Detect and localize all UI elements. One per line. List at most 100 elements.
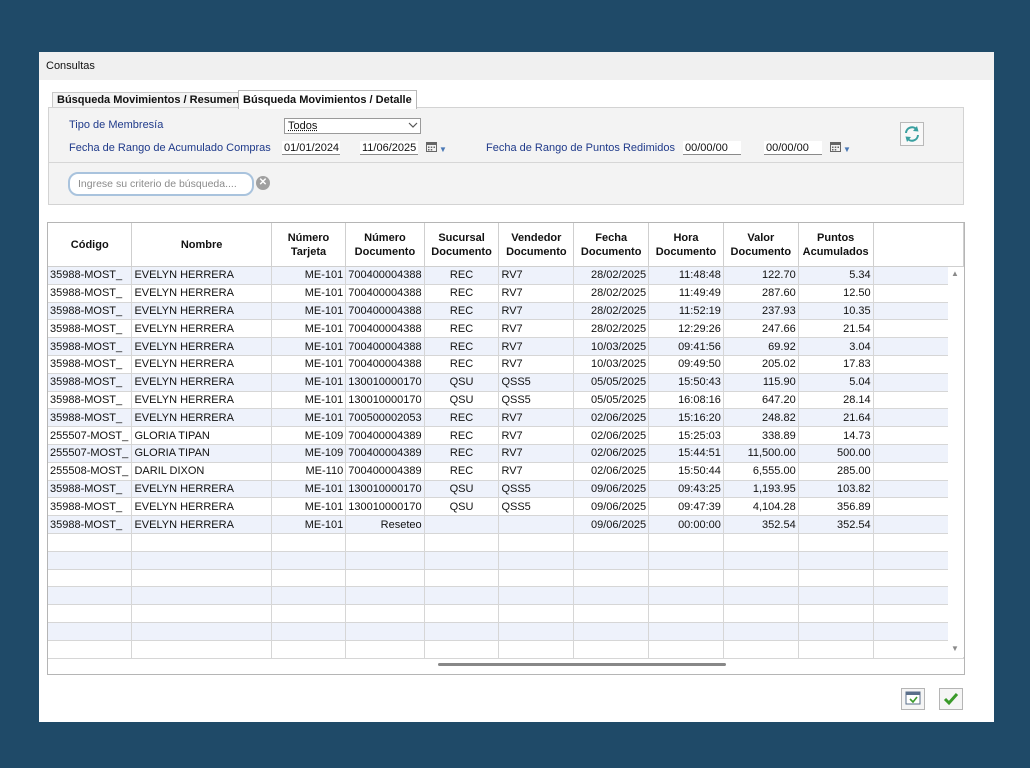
table-cell: EVELYN HERRERA: [131, 408, 272, 428]
column-header[interactable]: Valor Documento: [723, 223, 799, 267]
table-row[interactable]: 35988-MOST_ EVELYN HERRERA ME-101 700400004…: [48, 355, 964, 374]
horizontal-scrollbar[interactable]: [438, 663, 726, 666]
table-cell: 130010000170: [345, 497, 425, 517]
scroll-up-icon[interactable]: ▲: [951, 269, 959, 278]
table-cell: [498, 622, 575, 641]
table-cell: 205.02: [723, 355, 799, 374]
column-header[interactable]: Hora Documento: [648, 223, 724, 267]
column-header[interactable]: Nombre: [131, 223, 272, 267]
table-cell: [873, 551, 964, 570]
table-cell: 09:49:50: [648, 355, 724, 374]
table-cell: [873, 586, 964, 606]
table-cell: [131, 569, 272, 588]
table-cell: 103.82: [798, 480, 874, 499]
tab-detalle[interactable]: Búsqueda Movimientos / Detalle: [238, 90, 417, 109]
table-cell: EVELYN HERRERA: [131, 497, 272, 517]
table-cell: REC: [424, 444, 500, 463]
table-cell: [271, 551, 347, 570]
table-cell: 700400004389: [345, 462, 425, 481]
refresh-icon: [905, 126, 919, 142]
table-cell: 12:29:26: [648, 319, 724, 339]
column-header[interactable]: Vendedor Documento: [498, 223, 575, 267]
membership-type-label: Tipo de Membresía: [69, 119, 164, 131]
table-row[interactable]: 35988-MOST_ EVELYN HERRERA ME-101 130010000…: [48, 373, 964, 392]
table-cell: 248.82: [723, 408, 799, 428]
redeem-range-label: Fecha de Rango de Puntos Redimidos: [486, 142, 675, 154]
table-cell-filler: [873, 337, 964, 356]
table-row[interactable]: 35988-MOST_ EVELYN HERRERA ME-101 700400004…: [48, 337, 964, 356]
table-cell: RV7: [498, 302, 575, 321]
table-row[interactable]: 255507-MOST_ GLORIA TIPAN ME-109 7004000043…: [48, 426, 964, 445]
column-header[interactable]: Código: [48, 223, 133, 267]
table-cell: 35988-MOST_: [48, 337, 133, 356]
table-cell: [723, 604, 799, 623]
table-cell: 115.90: [723, 373, 799, 392]
table-cell: GLORIA TIPAN: [131, 444, 272, 463]
table-cell: [345, 640, 425, 659]
table-row[interactable]: 35988-MOST_ EVELYN HERRERA ME-101 700400004…: [48, 284, 964, 303]
table-cell: 15:44:51: [648, 444, 724, 463]
table-cell: 338.89: [723, 426, 799, 445]
table-cell: 130010000170: [345, 480, 425, 499]
membership-type-value: Todos: [288, 120, 318, 132]
clear-search-icon[interactable]: ✕: [256, 176, 270, 190]
table-row[interactable]: 35988-MOST_ EVELYN HERRERA ME-101 700400004…: [48, 266, 964, 285]
table-cell: EVELYN HERRERA: [131, 391, 272, 410]
redeem-from-date[interactable]: 00/00/00: [683, 141, 741, 155]
search-input[interactable]: Ingrese su criterio de búsqueda....: [68, 172, 254, 196]
column-header[interactable]: Número Documento: [345, 223, 425, 267]
table-cell: RV7: [498, 355, 575, 374]
table-cell: [48, 640, 133, 659]
table-cell: EVELYN HERRERA: [131, 266, 272, 285]
vertical-scrollbar[interactable]: ▲ ▼: [948, 267, 964, 657]
table-cell: QSS5: [498, 391, 575, 410]
export-button[interactable]: [901, 688, 925, 710]
table-cell: ME-101: [271, 302, 347, 321]
table-row[interactable]: 35988-MOST_ EVELYN HERRERA ME-101 130010000…: [48, 480, 964, 499]
column-header[interactable]: Número Tarjeta: [271, 223, 347, 267]
table-cell: REC: [424, 426, 500, 445]
table-cell: [271, 533, 347, 552]
table-cell: [345, 533, 425, 552]
table-cell: [798, 640, 874, 659]
table-cell: 35988-MOST_: [48, 373, 133, 392]
table-row[interactable]: 35988-MOST_ EVELYN HERRERA ME-101 130010000…: [48, 391, 964, 410]
table-cell: 6,555.00: [723, 462, 799, 481]
table-cell: [424, 604, 500, 623]
table-cell: 02/06/2025: [573, 444, 650, 463]
table-row[interactable]: 255507-MOST_ GLORIA TIPAN ME-109 7004000043…: [48, 444, 964, 463]
scroll-down-icon[interactable]: ▼: [951, 644, 959, 653]
column-header[interactable]: Fecha Documento: [573, 223, 650, 267]
table-cell: 500.00: [798, 444, 874, 463]
tab-resumen[interactable]: Búsqueda Movimientos / Resumen: [52, 92, 245, 108]
table-cell: 35988-MOST_: [48, 408, 133, 428]
table-cell: 02/06/2025: [573, 408, 650, 428]
table-row[interactable]: 35988-MOST_ EVELYN HERRERA ME-101 700500002…: [48, 408, 964, 428]
table-cell: EVELYN HERRERA: [131, 337, 272, 356]
column-header[interactable]: Puntos Acumulados: [798, 223, 874, 267]
column-header[interactable]: Sucursal Documento: [424, 223, 500, 267]
table-row[interactable]: 35988-MOST_ EVELYN HERRERA ME-101 700400004…: [48, 319, 964, 339]
table-cell: 35988-MOST_: [48, 355, 133, 374]
accum-from-date[interactable]: 01/01/2024: [282, 141, 340, 155]
refresh-button[interactable]: [900, 122, 924, 146]
table-cell: [424, 515, 500, 534]
table-row[interactable]: 35988-MOST_ EVELYN HERRERA ME-101 130010000…: [48, 497, 964, 517]
table-row[interactable]: 35988-MOST_ EVELYN HERRERA ME-101 Reseteo 09…: [48, 515, 964, 534]
calendar-icon[interactable]: ▼: [426, 141, 447, 155]
table-row[interactable]: 255508-MOST_ DARIL DIXON ME-110 70040000438…: [48, 462, 964, 481]
redeem-to-date[interactable]: 00/00/00: [764, 141, 822, 155]
checkmark-icon: [943, 693, 959, 706]
table-row[interactable]: 35988-MOST_ EVELYN HERRERA ME-101 700400004…: [48, 302, 964, 321]
membership-type-select[interactable]: Todos: [284, 118, 421, 134]
table-cell: 09/06/2025: [573, 480, 650, 499]
accept-button[interactable]: [939, 688, 963, 710]
table-cell: [648, 622, 724, 641]
accum-to-date[interactable]: 11/06/2025: [360, 141, 418, 155]
table-cell: 05/05/2025: [573, 391, 650, 410]
table-cell: 287.60: [723, 284, 799, 303]
empty-row: [48, 640, 964, 659]
table-cell: [723, 622, 799, 641]
table-cell: [48, 569, 133, 588]
calendar-icon[interactable]: ▼: [830, 141, 851, 155]
